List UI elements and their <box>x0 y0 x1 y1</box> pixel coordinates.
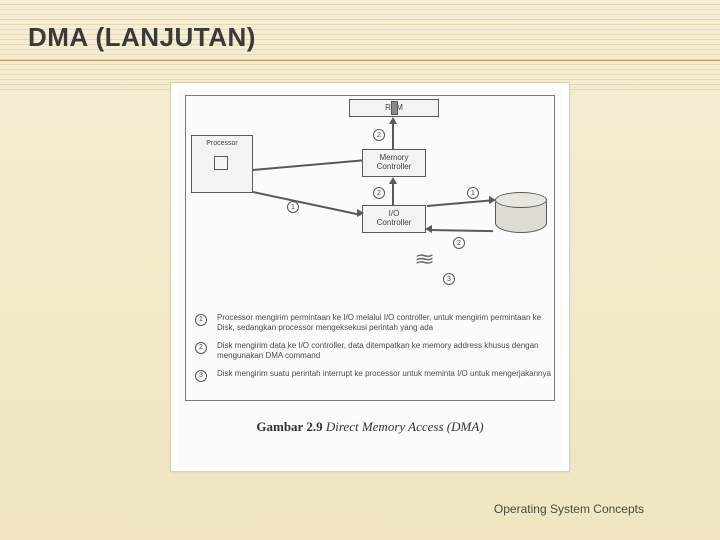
legend-num-2: 2 <box>195 342 207 354</box>
arrow-mc-ram <box>392 122 394 149</box>
arrow-io-mc-head <box>389 177 397 184</box>
label-3-interrupt: 3 <box>443 273 455 285</box>
interrupt-icon: ≋ <box>414 249 435 270</box>
legend-num-3: 3 <box>195 370 207 382</box>
label-2-disk-io: 2 <box>453 237 465 249</box>
io-controller-label: I/O Controller <box>377 210 412 228</box>
page-title: DMA (LANJUTAN) <box>28 22 256 53</box>
memory-controller-block: Memory Controller <box>362 149 426 177</box>
figure-container: RAM Processor Memory Controller I/O Cont… <box>170 82 570 472</box>
legend-row-3: 3 Disk mengirim suatu perintah interrupt… <box>195 369 553 379</box>
processor-label: Processor <box>192 140 252 148</box>
legend-list: 1 Processor mengirim permintaan ke I/O m… <box>195 313 553 387</box>
caption-title: Direct Memory Access (DMA) <box>326 419 484 434</box>
figure-scan: RAM Processor Memory Controller I/O Cont… <box>177 89 563 465</box>
processor-block: Processor <box>191 135 253 193</box>
legend-num-1: 1 <box>195 314 207 326</box>
title-underline <box>0 60 720 61</box>
legend-text-2: Disk mengirim data ke I/O controller, da… <box>217 341 539 360</box>
arrow-disk-io-2-head <box>425 225 432 233</box>
arrow-io-disk-1-head <box>489 196 496 204</box>
label-2-io-mc: 2 <box>373 187 385 199</box>
memory-controller-label: Memory Controller <box>377 154 412 172</box>
io-controller-block: I/O Controller <box>362 205 426 233</box>
processor-core <box>214 156 228 170</box>
caption-number: Gambar 2.9 <box>256 419 322 434</box>
disk-block <box>495 193 547 233</box>
label-2-mc-ram: 2 <box>373 129 385 141</box>
label-1-proc-io: 1 <box>287 201 299 213</box>
legend-text-1: Processor mengirim permintaan ke I/O mel… <box>217 313 541 332</box>
legend-row-2: 2 Disk mengirim data ke I/O controller, … <box>195 341 553 361</box>
ram-cell <box>391 101 398 115</box>
legend-row-1: 1 Processor mengirim permintaan ke I/O m… <box>195 313 553 333</box>
legend-text-3: Disk mengirim suatu perintah interrupt k… <box>217 369 551 378</box>
figure-caption: Gambar 2.9 Direct Memory Access (DMA) <box>177 419 563 435</box>
arrow-proc-io-head <box>357 209 364 217</box>
footer-text: Operating System Concepts <box>494 502 644 516</box>
arrow-io-mc <box>392 181 394 205</box>
label-1-io-disk: 1 <box>467 187 479 199</box>
arrow-mc-ram-head <box>389 117 397 124</box>
